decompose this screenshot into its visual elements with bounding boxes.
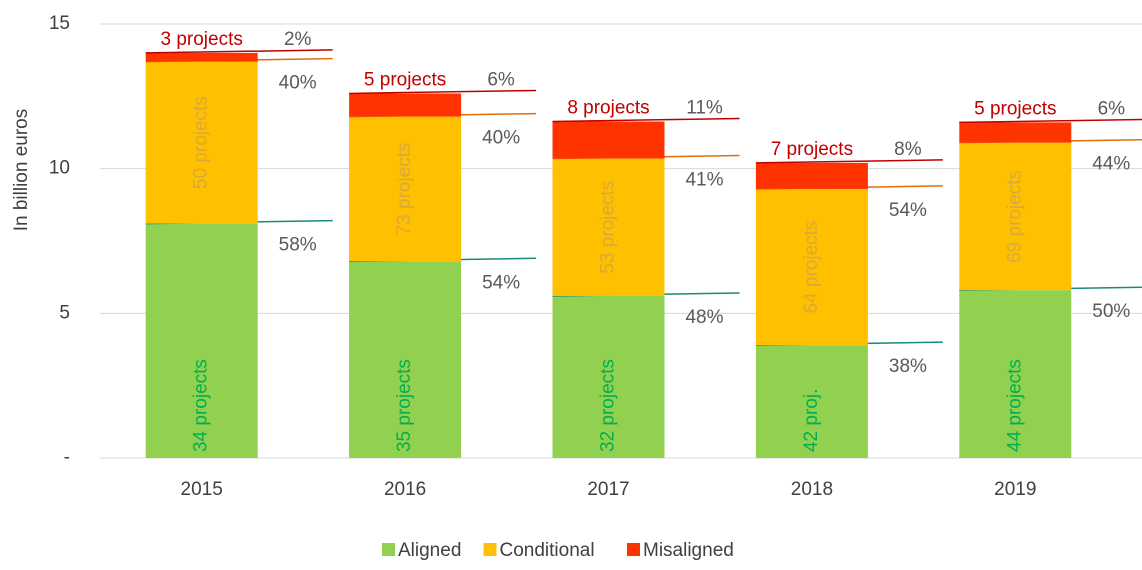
project-label: 44 projects [1004,359,1025,452]
bar-segment [349,116,462,262]
share-label: 8% [894,139,922,160]
share-label: 41% [685,170,723,191]
x-tick-label: 2015 [181,479,223,500]
y-axis-title: In billion euros [11,109,32,232]
project-label: 53 projects [598,181,619,274]
legend-label: Conditional [500,540,595,561]
share-label: 6% [1098,98,1126,119]
bar-segment [959,142,1072,291]
leader-line [145,49,333,54]
bar-segment [552,295,665,458]
legend-swatch [382,543,395,556]
legend-label: Misaligned [643,540,734,561]
project-label: 34 projects [191,359,212,452]
bar-segment [959,290,1072,458]
bar-segment [552,158,665,296]
share-label: 54% [482,272,520,293]
leader-line [349,89,537,95]
leader-line [755,159,943,164]
share-label: 54% [889,200,927,221]
share-label: 40% [482,128,520,149]
y-tick-label: - [64,447,70,468]
x-tick-label: 2016 [384,479,426,500]
project-label: 8 projects [567,98,649,119]
x-tick-label: 2018 [791,479,833,500]
y-tick-label: 5 [59,302,70,323]
project-label: 69 projects [1004,170,1025,263]
bar-segment [349,93,462,117]
project-label: 73 projects [394,142,415,235]
project-label: 32 projects [598,359,619,452]
share-label: 2% [284,29,312,50]
share-label: 40% [279,73,317,94]
bar-segment [959,122,1072,143]
share-label: 50% [1092,301,1130,322]
bar-segment [755,345,868,458]
project-label: 3 projects [161,29,243,50]
project-label: 50 projects [191,96,212,189]
leader-line [959,118,1142,124]
bar-segment [349,261,462,458]
project-label: 42 proj. [801,389,822,452]
bar-segment [552,121,665,159]
x-tick-label: 2019 [994,479,1036,500]
x-tick-label: 2017 [587,479,629,500]
legend-label: Aligned [398,540,461,561]
legend-swatch [483,543,497,556]
bar-segment [145,61,258,224]
bar-segment [145,52,258,62]
bar-segment [755,188,868,346]
share-label: 58% [279,235,317,256]
leader-line [552,117,740,123]
project-label: 35 projects [394,359,415,452]
share-label: 48% [685,307,723,328]
bar-segment [755,162,868,189]
share-label: 38% [889,356,927,377]
legend-swatch [627,543,640,556]
project-label: 5 projects [974,98,1056,119]
project-label: 64 projects [801,221,822,314]
y-tick-label: 10 [49,158,70,179]
share-label: 44% [1092,154,1130,175]
bar-segment [145,223,258,458]
y-tick-label: 15 [49,13,70,34]
project-label: 5 projects [364,69,446,90]
share-label: 11% [686,98,723,119]
share-label: 6% [487,69,515,90]
project-label: 7 projects [771,139,853,160]
